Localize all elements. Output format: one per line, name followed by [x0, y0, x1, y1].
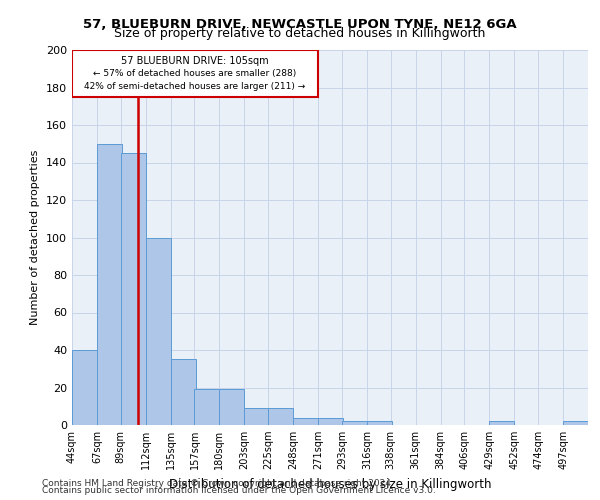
FancyBboxPatch shape: [72, 50, 318, 97]
Bar: [220, 390, 244, 425]
Bar: [146, 238, 170, 425]
Y-axis label: Number of detached properties: Number of detached properties: [31, 150, 40, 325]
Text: 57 BLUEBURN DRIVE: 105sqm: 57 BLUEBURN DRIVE: 105sqm: [121, 56, 269, 66]
Text: Size of property relative to detached houses in Killingworth: Size of property relative to detached ho…: [115, 28, 485, 40]
Bar: [490, 421, 514, 425]
Bar: [563, 421, 588, 425]
Bar: [367, 421, 392, 425]
Text: Contains public sector information licensed under the Open Government Licence v3: Contains public sector information licen…: [42, 486, 436, 495]
Bar: [121, 153, 146, 425]
Text: ← 57% of detached houses are smaller (288): ← 57% of detached houses are smaller (28…: [94, 69, 296, 78]
Text: Contains HM Land Registry data © Crown copyright and database right 2024.: Contains HM Land Registry data © Crown c…: [42, 478, 394, 488]
Text: 42% of semi-detached houses are larger (211) →: 42% of semi-detached houses are larger (…: [85, 82, 305, 91]
Bar: [72, 350, 97, 425]
Bar: [244, 408, 269, 425]
Bar: [170, 360, 196, 425]
Bar: [318, 418, 343, 425]
Bar: [293, 418, 318, 425]
Bar: [342, 421, 367, 425]
Bar: [97, 144, 122, 425]
Bar: [194, 390, 220, 425]
Text: 57, BLUEBURN DRIVE, NEWCASTLE UPON TYNE, NE12 6GA: 57, BLUEBURN DRIVE, NEWCASTLE UPON TYNE,…: [83, 18, 517, 30]
Bar: [268, 408, 293, 425]
X-axis label: Distribution of detached houses by size in Killingworth: Distribution of detached houses by size …: [169, 478, 491, 490]
